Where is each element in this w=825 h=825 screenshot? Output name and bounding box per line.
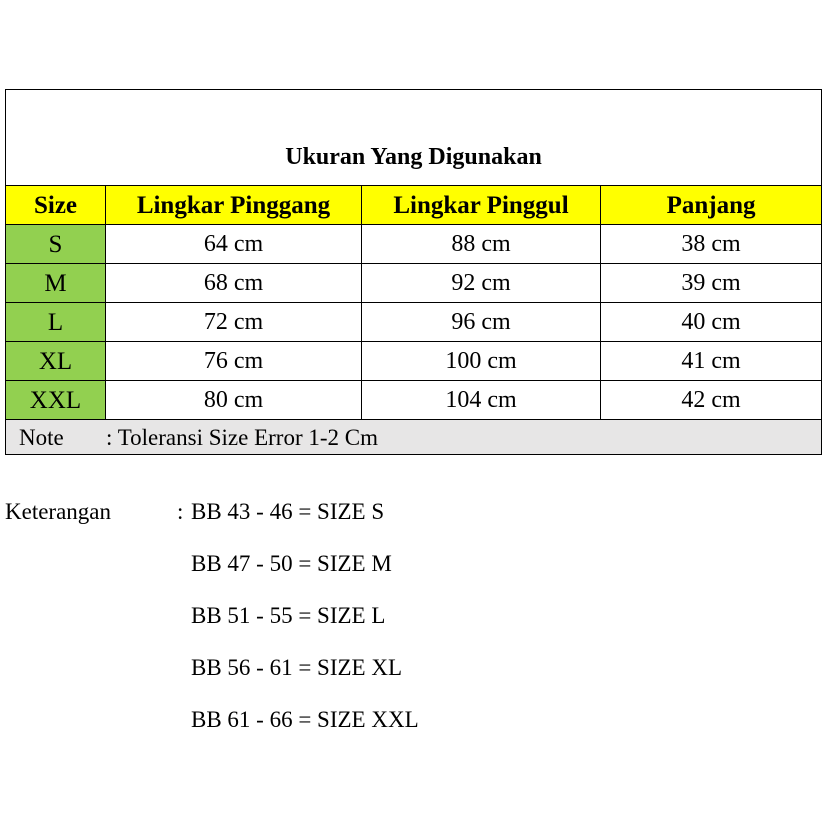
length-cell: 38 cm xyxy=(599,224,823,264)
header-size: Size xyxy=(5,185,106,225)
table-row: L 72 cm 96 cm 40 cm xyxy=(5,302,823,342)
size-cell: XL xyxy=(5,341,106,381)
header-row: Size Lingkar Pinggang Lingkar Pinggul Pa… xyxy=(5,185,823,225)
waist-cell: 72 cm xyxy=(105,302,362,342)
table-row: M 68 cm 92 cm 39 cm xyxy=(5,263,823,303)
length-cell: 41 cm xyxy=(599,341,823,381)
waist-cell: 80 cm xyxy=(105,380,362,420)
waist-cell: 68 cm xyxy=(105,263,362,303)
waist-cell: 76 cm xyxy=(105,341,362,381)
table-row: XXL 80 cm 104 cm 42 cm xyxy=(5,380,823,420)
keterangan-colon: : xyxy=(177,499,184,524)
keterangan-label: Keterangan xyxy=(5,499,111,524)
size-cell: L xyxy=(5,302,106,342)
header-waist: Lingkar Pinggang xyxy=(105,185,362,225)
table-row: XL 76 cm 100 cm 41 cm xyxy=(5,341,823,381)
keterangan-line: BB 47 - 50 = SIZE M xyxy=(191,551,392,576)
keterangan-line: BB 51 - 55 = SIZE L xyxy=(191,603,386,628)
note-row: Note : Toleransi Size Error 1-2 Cm xyxy=(4,419,823,455)
hip-cell: 104 cm xyxy=(361,380,601,420)
table-title: Ukuran Yang Digunakan xyxy=(4,89,823,186)
size-cell: M xyxy=(5,263,106,303)
length-cell: 39 cm xyxy=(599,263,823,303)
note-label: Note xyxy=(19,424,64,450)
keterangan-line: BB 56 - 61 = SIZE XL xyxy=(191,655,403,680)
keterangan-line: BB 61 - 66 = SIZE XXL xyxy=(191,707,419,732)
hip-cell: 100 cm xyxy=(361,341,601,381)
size-cell: XXL xyxy=(5,380,106,420)
waist-cell: 64 cm xyxy=(105,224,362,264)
hip-cell: 96 cm xyxy=(361,302,601,342)
hip-cell: 92 cm xyxy=(361,263,601,303)
length-cell: 40 cm xyxy=(599,302,823,342)
table-row: S 64 cm 88 cm 38 cm xyxy=(5,224,823,264)
size-cell: S xyxy=(5,224,106,264)
size-table: Ukuran Yang Digunakan Size Lingkar Pingg… xyxy=(4,89,823,455)
hip-cell: 88 cm xyxy=(361,224,601,264)
keterangan-line: BB 43 - 46 = SIZE S xyxy=(191,499,385,524)
header-hip: Lingkar Pinggul xyxy=(361,185,601,225)
note-text: : Toleransi Size Error 1-2 Cm xyxy=(106,424,378,450)
length-cell: 42 cm xyxy=(599,380,823,420)
header-length: Panjang xyxy=(599,185,823,225)
